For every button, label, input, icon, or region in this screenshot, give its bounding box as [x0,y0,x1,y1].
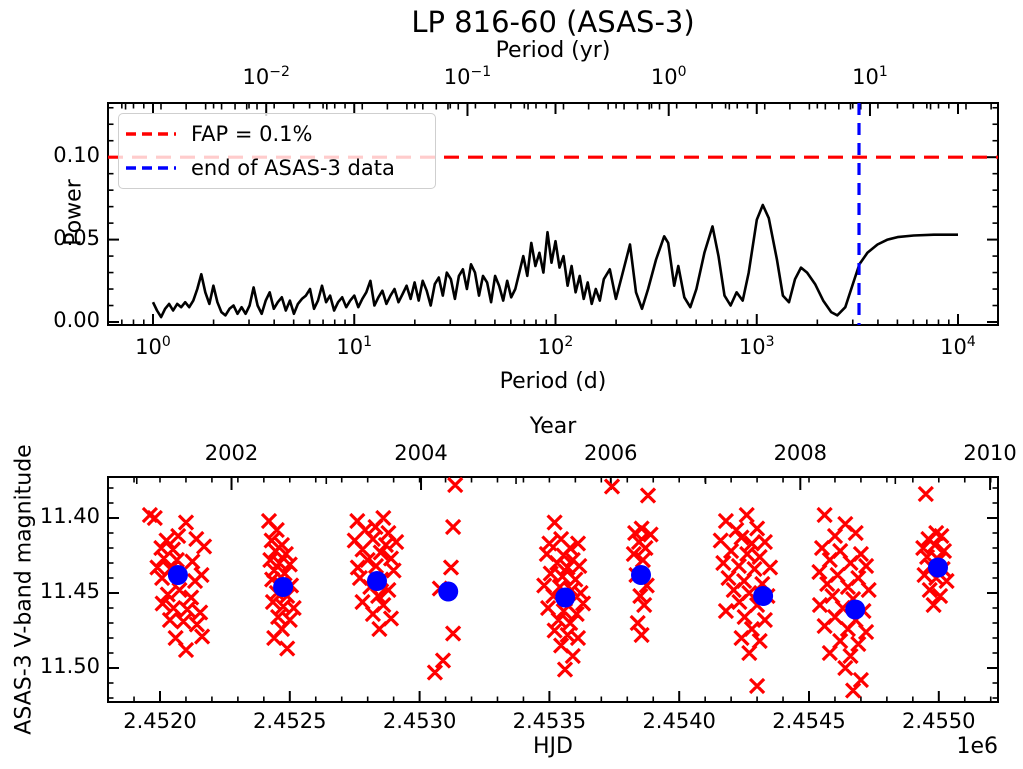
blue-seasonal-mean-point [753,586,774,606]
periodogram-xtick-10e4: 104 [940,334,976,359]
top-axis-label-year: Year [529,414,577,439]
legend-entry-end-of-data: end of ASAS-3 data [125,151,429,185]
lightcurve-year-tick-2006: 2006 [584,441,638,465]
axis-offset-label: 1e6 [956,734,998,759]
periodogram-top-xtick-10e0yr: 100 [650,64,687,89]
blue-seasonal-mean-point [631,565,651,585]
blue-seasonal-mean-point [273,577,294,597]
blue-seasonal-mean-point [555,587,576,608]
x-axis-label-period-d: Period (d) [499,369,607,394]
legend-label-end-of-data: end of ASAS-3 data [191,156,395,181]
periodogram-ytick-0.05: 0.05 [53,225,100,250]
x-axis-label-hjd: HJD [533,734,573,759]
blue-seasonal-mean-point [367,571,387,591]
periodogram-xtick-10e0: 100 [135,334,171,359]
lightcurve-xtick-2.4520: 2.4520 [123,709,197,733]
blue-seasonal-mean-point [167,565,188,585]
lightcurve-ytick-11.50: 11.50 [39,654,100,678]
periodogram-top-xtick-10e-1yr: 10−1 [443,64,492,89]
red-x-measurements [141,476,955,699]
lightcurve-xtick-2.4530: 2.4530 [382,709,457,733]
blue-seasonal-mean-point [928,557,948,578]
lightcurve-ytick-11.45: 11.45 [39,579,100,603]
lightcurve-year-tick-2008: 2008 [773,441,828,465]
blue-seasonal-mean-point [438,581,459,602]
lightcurve-year-tick-2004: 2004 [394,441,448,465]
legend-label-fap: FAP = 0.1% [191,121,313,146]
blue-seasonal-mean-point [845,599,866,620]
legend-entry-fap: FAP = 0.1% [125,117,429,151]
lightcurve-ytick-11.40: 11.40 [39,504,100,528]
figure-title: LP 816-60 (ASAS-3) [411,5,695,39]
periodogram-ytick-0.00: 0.00 [53,308,100,332]
lightcurve-xtick-2.4535: 2.4535 [512,709,587,733]
periodogram-top-xtick-10e-2yr: 10−2 [242,64,290,89]
lightcurve-xtick-2.4545: 2.4545 [772,709,846,733]
lightcurve-xtick-2.4540: 2.4540 [642,709,716,733]
lightcurve-year-tick-2002: 2002 [204,441,259,465]
fap-dashed-line-sample [126,131,176,136]
legend: FAP = 0.1% end of ASAS-3 data [118,113,436,189]
lightcurve-year-tick-2010: 2010 [963,441,1017,465]
periodogram-xtick-10e1: 101 [336,334,373,359]
periodogram-top-xtick-10e1yr: 101 [852,64,888,89]
periodogram-xtick-10e3: 103 [738,334,775,359]
lightcurve-xtick-2.4525: 2.4525 [253,709,327,733]
lightcurve-xtick-2.4550: 2.4550 [902,709,976,733]
top-axis-label-period-yr: Period (yr) [495,38,611,63]
end-of-data-dashed-line-sample [126,166,176,171]
periodogram-xtick-10e2: 102 [537,334,574,359]
periodogram-ytick-0.10: 0.10 [53,143,100,168]
